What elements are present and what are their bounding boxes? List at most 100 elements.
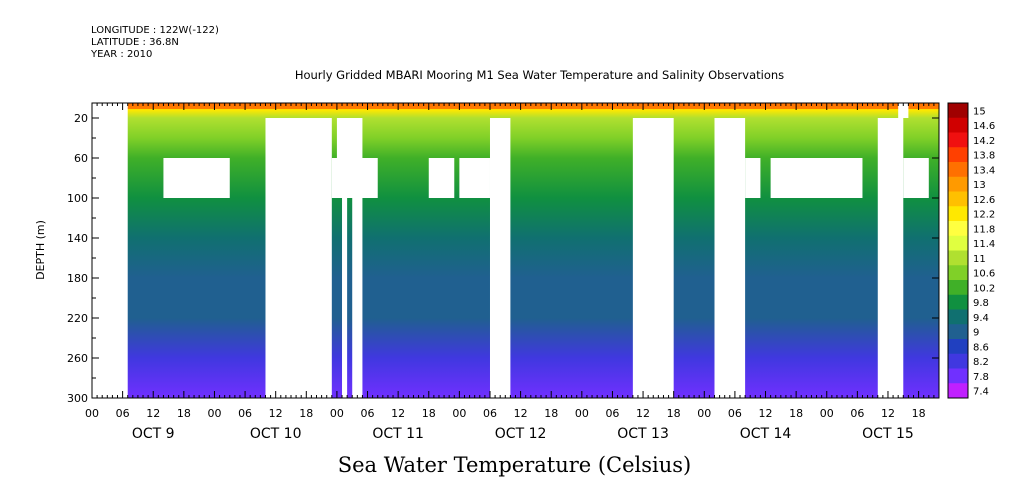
x-hour-label-12: 00: [452, 407, 466, 420]
x-hour-label-20: 00: [697, 407, 711, 420]
colorbar-swatch-2: [948, 132, 968, 148]
colorbar-swatch-1: [948, 117, 968, 133]
y-tick-label-1: 60: [74, 152, 88, 165]
colorbar: 15 14.6 14.2 13.8 13.4 13 12.6 12.2 11.8 11.4 11 10…: [947, 102, 995, 399]
missing-block-0: [92, 103, 128, 398]
x-day-label-6: OCT 15: [862, 426, 914, 442]
x-hour-label-1: 06: [116, 407, 130, 420]
colorbar-swatch-12: [948, 280, 968, 296]
colorbar-label-5: 13: [973, 180, 986, 191]
x-hour-label-27: 18: [912, 407, 926, 420]
x-hour-label-2: 12: [146, 407, 160, 420]
longitude-label: LONGITUDE : 122W(-122): [91, 25, 219, 36]
colorbar-label-13: 9.8: [973, 298, 989, 309]
missing-block-6: [352, 118, 363, 398]
colorbar-swatch-18: [948, 368, 968, 384]
x-axis-title: Sea Water Temperature (Celsius): [337, 453, 692, 477]
colorbar-swatch-5: [948, 176, 968, 192]
x-hour-label-3: 18: [177, 407, 191, 420]
temperature-field: [92, 103, 939, 398]
colorbar-label-16: 8.6: [973, 342, 989, 353]
x-hour-label-26: 12: [881, 407, 895, 420]
y-tick-label-0: 20: [74, 112, 88, 125]
x-day-label-5: OCT 14: [740, 426, 792, 442]
colorbar-swatch-10: [948, 250, 968, 266]
missing-block-10: [489, 118, 511, 398]
colorbar-label-8: 11.8: [973, 224, 995, 235]
missing-block-17: [903, 158, 929, 198]
x-hour-label-14: 12: [514, 407, 528, 420]
y-axis-label: DEPTH (m): [34, 220, 47, 280]
y-tick-label-3: 140: [67, 232, 88, 245]
colorbar-swatch-6: [948, 191, 968, 207]
missing-block-8: [428, 158, 455, 198]
colorbar-label-3: 13.8: [973, 151, 995, 162]
x-hour-label-7: 18: [299, 407, 313, 420]
missing-block-2: [265, 118, 332, 398]
x-hour-label-16: 00: [575, 407, 589, 420]
missing-data-blocks: [92, 103, 929, 398]
x-hour-label-9: 06: [361, 407, 375, 420]
y-tick-label-6: 260: [67, 352, 88, 365]
x-hour-label-4: 00: [207, 407, 221, 420]
missing-block-14: [770, 158, 863, 198]
colorbar-swatch-14: [948, 309, 968, 325]
colorbar-label-15: 9: [973, 328, 979, 339]
x-day-label-0: OCT 9: [132, 426, 175, 442]
y-axis: 20 60 100 140 180 220 260 300: [67, 112, 939, 405]
colorbar-label-17: 8.2: [973, 357, 989, 368]
year-label: YEAR : 2010: [91, 49, 153, 60]
x-hour-label-24: 00: [820, 407, 834, 420]
x-hour-label-17: 06: [605, 407, 619, 420]
x-hour-label-15: 18: [544, 407, 558, 420]
missing-block-7: [357, 158, 378, 198]
y-tick-label-5: 220: [67, 312, 88, 325]
missing-block-12: [714, 118, 746, 398]
colorbar-label-6: 12.6: [973, 195, 995, 206]
x-day-label-4: OCT 13: [617, 426, 669, 442]
y-tick-label-2: 100: [67, 192, 88, 205]
x-hour-label-25: 06: [850, 407, 864, 420]
missing-block-11: [632, 118, 674, 398]
colorbar-label-10: 11: [973, 254, 986, 265]
colorbar-label-9: 11.4: [973, 239, 995, 250]
x-day-label-3: OCT 12: [495, 426, 547, 442]
x-hour-label-6: 12: [269, 407, 283, 420]
colorbar-label-2: 14.2: [973, 136, 995, 147]
y-tick-label-7: 300: [67, 392, 88, 405]
colorbar-swatch-9: [948, 235, 968, 251]
x-hour-label-23: 18: [789, 407, 803, 420]
colorbar-swatch-17: [948, 353, 968, 369]
missing-block-13: [745, 158, 761, 198]
colorbar-swatch-8: [948, 221, 968, 237]
x-day-label-2: OCT 11: [372, 426, 424, 442]
colorbar-label-19: 7.4: [973, 387, 989, 398]
colorbar-label-1: 14.6: [973, 121, 995, 132]
colorbar-frame: [947, 102, 969, 399]
x-hour-label-19: 18: [667, 407, 681, 420]
x-hour-label-13: 06: [483, 407, 497, 420]
x-axis: 00 06 12 18 00 06 12 18 00 06 12 18 00 06 12 18 00 06 12 18…: [85, 103, 935, 442]
x-hour-label-0: 00: [85, 407, 99, 420]
y-tick-label-4: 180: [67, 272, 88, 285]
colorbar-swatch-16: [948, 339, 968, 355]
missing-block-5: [342, 118, 348, 398]
colorbar-label-0: 15: [973, 106, 986, 117]
missing-block-16: [898, 103, 909, 118]
colorbar-label-7: 12.2: [973, 210, 995, 221]
colorbar-label-18: 7.8: [973, 372, 989, 383]
colorbar-label-11: 10.6: [973, 269, 995, 280]
missing-block-15: [877, 118, 904, 398]
missing-block-9: [459, 158, 490, 198]
temperature-gradient: [92, 103, 939, 398]
x-day-label-1: OCT 10: [250, 426, 302, 442]
colorbar-swatch-0: [948, 103, 968, 119]
colorbar-label-4: 13.4: [973, 165, 995, 176]
colorbar-label-12: 10.2: [973, 283, 995, 294]
latitude-label: LATITUDE : 36.8N: [91, 37, 179, 48]
x-hour-label-21: 06: [728, 407, 742, 420]
chart-title: Hourly Gridded MBARI Mooring M1 Sea Wate…: [294, 68, 785, 82]
x-hour-label-22: 12: [759, 407, 773, 420]
x-hour-label-8: 00: [330, 407, 344, 420]
